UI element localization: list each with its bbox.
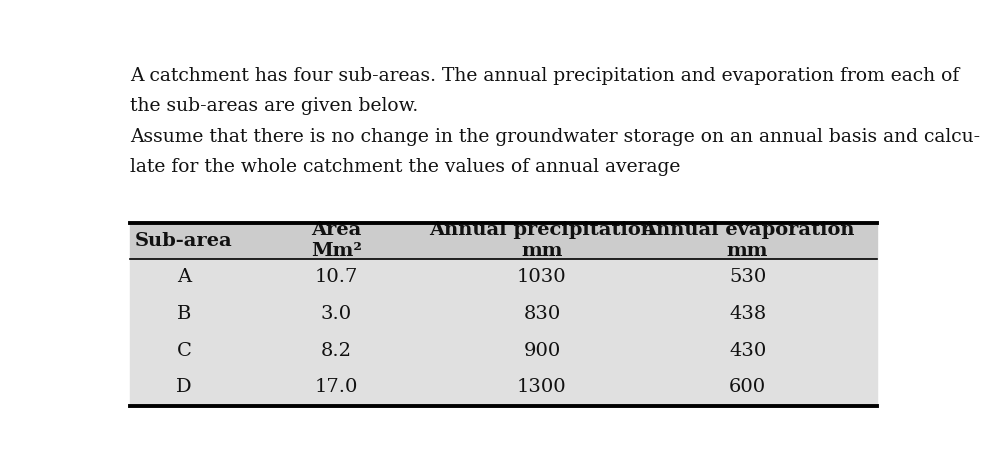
- Bar: [131, 223, 877, 259]
- Text: 438: 438: [729, 305, 766, 323]
- Text: A: A: [177, 268, 191, 286]
- Text: Annual evaporation
mm: Annual evaporation mm: [641, 221, 854, 260]
- Text: 900: 900: [523, 342, 560, 360]
- Text: C: C: [176, 342, 192, 360]
- Text: B: B: [177, 305, 191, 323]
- Text: 10.7: 10.7: [315, 268, 358, 286]
- Text: A catchment has four sub-areas. The annual precipitation and evaporation from ea: A catchment has four sub-areas. The annu…: [131, 67, 959, 85]
- Text: 600: 600: [729, 378, 766, 397]
- Text: Annual precipitation
mm: Annual precipitation mm: [429, 221, 655, 260]
- Text: 17.0: 17.0: [315, 378, 358, 397]
- Text: 530: 530: [729, 268, 766, 286]
- Text: the sub-areas are given below.: the sub-areas are given below.: [131, 97, 419, 115]
- Text: 8.2: 8.2: [320, 342, 352, 360]
- Bar: [131, 259, 877, 406]
- Text: 430: 430: [729, 342, 766, 360]
- Text: 1300: 1300: [517, 378, 566, 397]
- Text: D: D: [176, 378, 192, 397]
- Text: 1030: 1030: [517, 268, 566, 286]
- Text: Sub-area: Sub-area: [135, 232, 233, 250]
- Text: Assume that there is no change in the groundwater storage on an annual basis and: Assume that there is no change in the gr…: [131, 128, 981, 146]
- Text: late for the whole catchment the values of annual average: late for the whole catchment the values …: [131, 158, 681, 176]
- Text: 830: 830: [523, 305, 560, 323]
- Text: Area
Mm²: Area Mm²: [311, 221, 362, 260]
- Text: 3.0: 3.0: [320, 305, 352, 323]
